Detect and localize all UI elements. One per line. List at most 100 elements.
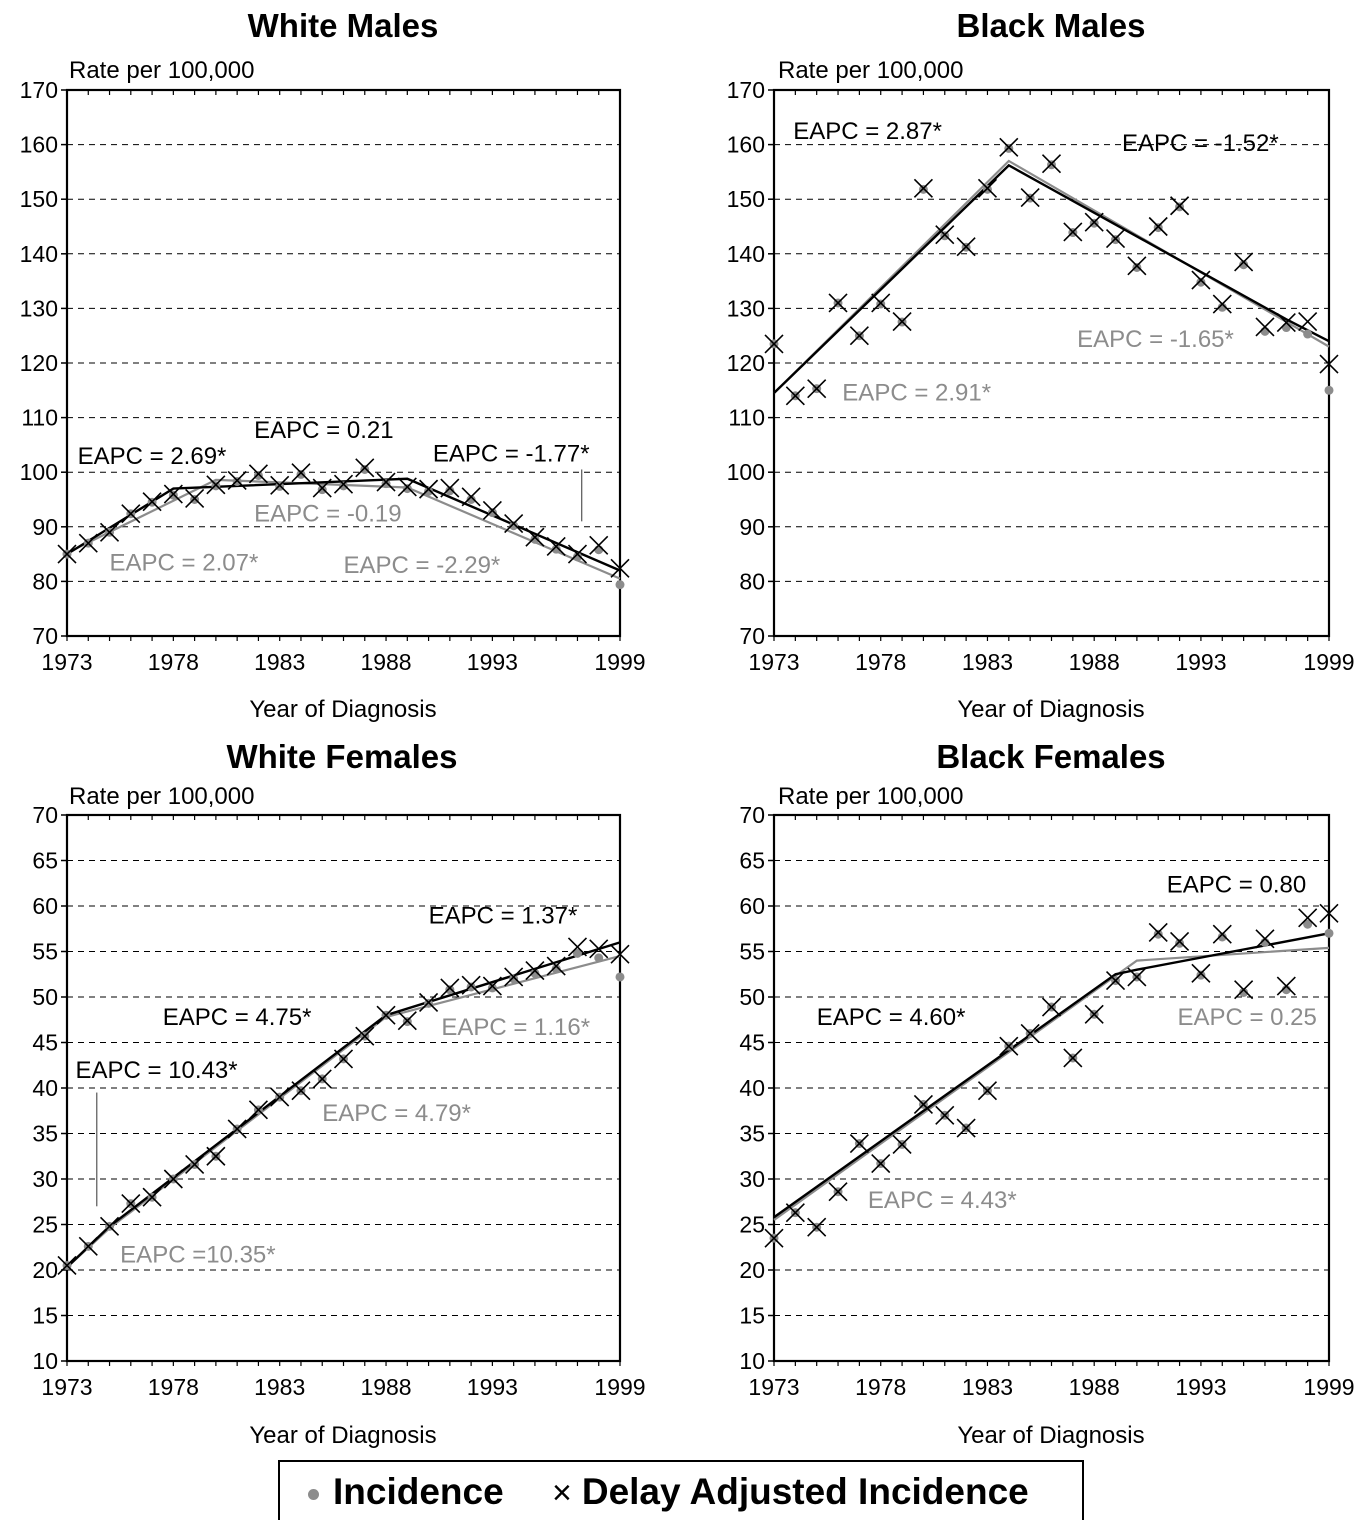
x-marker-stroke — [1148, 922, 1168, 942]
x-marker-stroke — [1212, 294, 1232, 314]
x-tick-label: 1993 — [467, 1374, 518, 1400]
y-tick-label: 100 — [727, 459, 765, 485]
x-marker-stroke — [419, 992, 439, 1013]
eapc-annotation: EAPC = -2.29* — [344, 552, 501, 579]
delay-adjusted-point — [248, 464, 268, 484]
delay-adjusted-point — [1191, 270, 1211, 290]
x-tick-label: 1999 — [1303, 1374, 1354, 1400]
plot-area: 10 15 20 25 30 35 40 45 50 55 60 65 70 1973 1978 1983 19… — [739, 802, 1354, 1400]
x-marker-stroke — [1298, 908, 1318, 928]
delay-adjusted-point — [1255, 929, 1275, 949]
x-tick-label: 1988 — [360, 649, 411, 675]
x-marker-stroke — [121, 1194, 141, 1214]
incidence-point — [1217, 932, 1227, 942]
incidence-point — [615, 580, 625, 590]
x-marker-stroke — [270, 475, 290, 495]
x-marker-stroke — [78, 1236, 98, 1256]
incidence-point — [1324, 385, 1334, 395]
x-marker-stroke — [270, 1087, 290, 1107]
delay-adjusted-point — [1212, 294, 1232, 314]
y-tick-label: 170 — [727, 77, 765, 103]
delay-adjusted-point — [1234, 980, 1254, 1000]
y-tick-label: 120 — [727, 350, 765, 376]
x-marker-stroke — [163, 1169, 183, 1189]
x-tick-label: 1978 — [855, 649, 906, 675]
x-marker-stroke — [892, 311, 912, 332]
delay-adjusted-point — [376, 472, 396, 492]
x-marker-stroke — [764, 1228, 784, 1248]
x-marker-stroke — [121, 504, 141, 524]
delay-adjusted-point — [1148, 216, 1168, 237]
y-tick-label: 15 — [32, 1303, 58, 1329]
x-marker-stroke — [1319, 903, 1339, 923]
delay-adjusted-point — [397, 477, 417, 497]
delay-adjusted-point — [355, 1026, 375, 1046]
incidence-point — [317, 485, 327, 495]
x-marker-stroke — [163, 484, 183, 504]
y-tick-label: 90 — [32, 514, 58, 540]
x-marker-stroke — [419, 479, 439, 499]
y-tick-label: 70 — [739, 623, 765, 649]
x-marker-stroke — [1255, 929, 1275, 949]
x-marker-stroke — [312, 478, 332, 498]
eapc-annotation: EAPC = 2.91* — [842, 380, 991, 407]
incidence-point — [424, 486, 434, 496]
x-axis-label: Year of Diagnosis — [957, 1422, 1144, 1449]
eapc-annotation: EAPC = 10.43* — [76, 1057, 238, 1084]
delay-adjusted-point — [1298, 908, 1318, 928]
delay-adjusted-point — [248, 1100, 268, 1120]
incidence-point — [402, 484, 412, 494]
y-axis-label: Rate per 100,000 — [69, 57, 254, 84]
x-marker-stroke — [589, 535, 609, 555]
x-marker-stroke — [482, 500, 502, 520]
delay-adjusted-point — [935, 225, 955, 245]
y-tick-label: 30 — [739, 1166, 765, 1192]
delay-adjusted-point — [270, 475, 290, 495]
eapc-annotation: EAPC = 0.80 — [1167, 871, 1306, 898]
x-marker-stroke — [461, 487, 481, 507]
x-marker-stroke — [142, 1187, 162, 1207]
delay-adjusted-point — [871, 293, 891, 313]
x-marker-stroke — [99, 522, 120, 542]
incidence-point — [1303, 329, 1313, 339]
x-tick-label: 1978 — [855, 1374, 906, 1400]
x-marker-stroke — [610, 944, 630, 964]
incidence-point — [339, 481, 348, 491]
x-marker-stroke — [333, 1049, 354, 1069]
delay-adjusted-point — [355, 458, 375, 478]
panel-white-females: White Females Rate per 100,000 Year of D… — [69, 738, 458, 1449]
y-tick-label: 65 — [32, 848, 58, 874]
legend-label-incidence: Incidence — [333, 1471, 504, 1512]
incidence-point — [1132, 262, 1142, 272]
y-tick-label: 70 — [32, 623, 58, 649]
y-tick-label: 55 — [739, 939, 765, 965]
y-tick-label: 130 — [20, 295, 58, 321]
delay-adjusted-point — [291, 463, 311, 483]
legend-item-delay-adjusted: × Delay Adjusted Incidence — [552, 1471, 1029, 1513]
y-tick-label: 40 — [32, 1075, 58, 1101]
incidence-point — [1303, 919, 1313, 929]
x-marker-stroke — [440, 478, 460, 498]
delay-adjusted-point — [121, 504, 141, 524]
x-marker-stroke — [999, 137, 1019, 157]
panel-white-males: White Males Rate per 100,000 Year of Dia… — [69, 7, 438, 723]
delay-adjusted-point — [956, 1118, 976, 1138]
delay-adjusted-point — [227, 1119, 247, 1139]
eapc-annotation: EAPC = 2.69* — [78, 443, 227, 470]
incidence-point — [1239, 260, 1249, 270]
delay-adjusted-point — [163, 484, 183, 504]
x-marker-stroke — [935, 1105, 955, 1125]
x-marker-stroke — [1127, 256, 1147, 276]
delay-adjusted-point — [977, 178, 998, 198]
incidence-point — [1153, 929, 1163, 939]
x-marker-stroke — [99, 1216, 120, 1236]
delay-adjusted-point — [1234, 252, 1254, 272]
delay-adjusted-point — [312, 1069, 332, 1089]
y-tick-label: 150 — [20, 186, 58, 212]
x-marker-stroke — [999, 1036, 1019, 1056]
x-marker-stroke — [807, 379, 827, 399]
plot-frame — [772, 813, 1331, 1363]
x-marker-stroke — [482, 976, 502, 996]
delay-adjusted-point — [1255, 317, 1275, 337]
x-marker-stroke — [589, 939, 609, 959]
